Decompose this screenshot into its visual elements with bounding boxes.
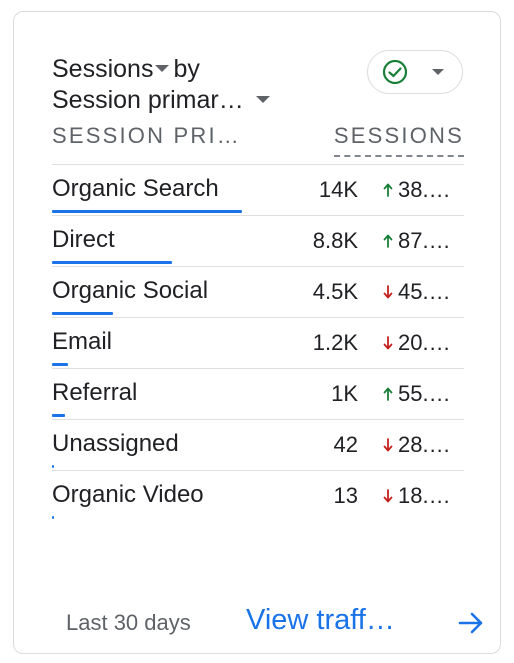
row-sessions-value: 42	[333, 432, 358, 457]
table-row[interactable]: Referral 1K 55.…	[52, 368, 464, 419]
table-header: SESSION PRI… SESSIONS	[52, 123, 464, 163]
row-change-value: 87.…	[398, 228, 451, 253]
row-label: Organic Video	[52, 481, 204, 508]
row-share-bar	[52, 465, 54, 468]
row-change: 18.…	[382, 483, 451, 509]
arrow-down-icon	[383, 489, 393, 503]
table-row[interactable]: Organic Search 14K 38.…	[52, 164, 464, 215]
check-circle-icon	[382, 59, 408, 85]
dimension-selector-label: Session primar…	[52, 86, 244, 114]
row-sessions-value: 8.8K	[312, 228, 358, 253]
status-dropdown[interactable]	[367, 50, 463, 94]
row-sessions-value: 13	[333, 483, 358, 508]
sessions-column-header[interactable]: SESSIONS	[333, 123, 464, 157]
row-change-value: 20.…	[398, 330, 451, 355]
row-change-value: 55.…	[398, 381, 451, 406]
table-row[interactable]: Direct 8.8K 87.…	[52, 215, 464, 266]
row-share-bar	[52, 516, 54, 519]
row-sessions-value: 14K	[318, 177, 358, 202]
sessions-card: Sessions by Session primar… SESSION PRI… …	[13, 11, 501, 654]
row-label: Email	[52, 328, 113, 355]
row-change-value: 38.…	[398, 177, 451, 202]
row-change: 45.…	[382, 279, 451, 305]
table-row[interactable]: Organic Social 4.5K 45.…	[52, 266, 464, 317]
row-change: 87.…	[382, 228, 451, 254]
row-label: Referral	[52, 379, 138, 406]
table-row[interactable]: Organic Video 13 18.…	[52, 470, 464, 521]
view-traffic-link[interactable]: View traff…	[246, 604, 395, 636]
row-share-bar	[52, 210, 242, 213]
table-row[interactable]: Email 1.2K 20.…	[52, 317, 464, 368]
row-sessions-value: 1.2K	[312, 330, 358, 355]
arrow-down-icon	[383, 336, 393, 350]
table-row[interactable]: Unassigned 42 28.…	[52, 419, 464, 470]
card-title: Sessions by Session primar…	[52, 54, 312, 116]
table-body: Organic Search 14K 38.… Direct 8.8K 87.… Organ…	[52, 164, 464, 521]
row-change: 38.…	[382, 177, 451, 203]
row-change-value: 45.…	[398, 279, 451, 304]
row-change-value: 18.…	[398, 483, 451, 508]
row-change: 28.…	[382, 432, 451, 458]
row-sessions-value: 1K	[331, 381, 358, 406]
chevron-down-icon	[432, 69, 444, 75]
row-label: Unassigned	[52, 430, 179, 457]
metric-dropdown-icon	[155, 64, 170, 72]
dimension-selector[interactable]: Session primar…	[52, 86, 274, 114]
row-share-bar	[52, 363, 68, 366]
row-change: 20.…	[382, 330, 451, 356]
arrow-down-icon	[383, 285, 393, 299]
arrow-up-icon	[383, 234, 393, 248]
dimension-column-header: SESSION PRI…	[52, 123, 241, 148]
card-footer: Last 30 days View traff…	[66, 600, 486, 646]
row-label: Organic Social	[52, 277, 209, 304]
row-sessions-value: 4.5K	[312, 279, 358, 304]
row-share-bar	[52, 312, 113, 315]
row-label: Organic Search	[52, 175, 219, 202]
row-share-bar	[52, 261, 172, 264]
metric-selector-label: Sessions	[52, 55, 154, 83]
row-share-bar	[52, 414, 65, 417]
dimension-dropdown-icon	[255, 95, 270, 103]
row-change: 55.…	[382, 381, 451, 407]
row-change-value: 28.…	[398, 432, 451, 457]
arrow-down-icon	[383, 438, 393, 452]
title-by-text: by	[173, 55, 200, 83]
metric-selector[interactable]: Sessions	[52, 55, 173, 83]
row-label: Direct	[52, 226, 115, 253]
arrow-up-icon	[383, 183, 393, 197]
arrow-right-icon[interactable]	[456, 608, 486, 638]
arrow-up-icon	[383, 387, 393, 401]
date-range-label: Last 30 days	[66, 610, 191, 635]
